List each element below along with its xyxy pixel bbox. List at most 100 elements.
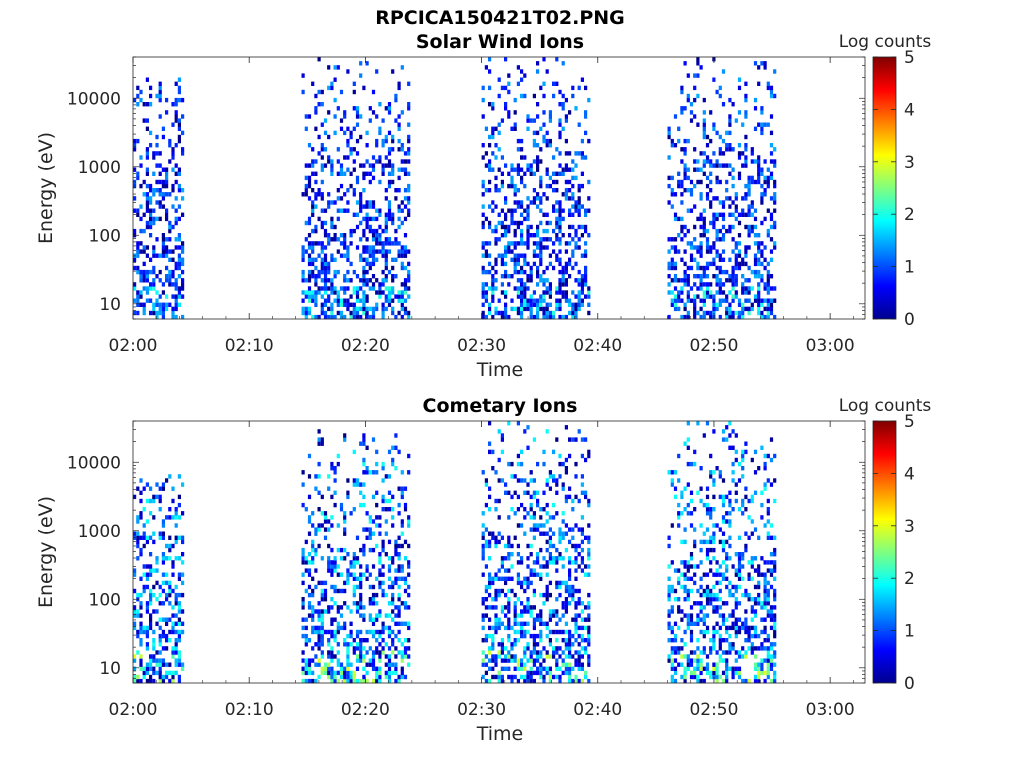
spectrogram-cell [488,592,492,598]
spectrogram-cell [307,298,312,303]
spectrogram-cell [670,138,674,144]
spectrogram-cell [580,474,584,479]
spectrogram-cell [177,118,181,123]
spectrogram-cell [526,543,530,549]
spectrogram-cell [766,298,770,303]
spectrogram-cell [773,298,777,303]
spectrogram-cell [481,662,485,667]
spectrogram-cell [375,617,379,622]
spectrogram-cell [574,310,578,316]
spectrogram-cell [391,171,395,176]
spectrogram-cell [558,151,562,156]
spectrogram-cell [174,523,178,528]
spectrogram-cell [330,621,334,626]
spectrogram-cell [750,306,754,312]
spectrogram-cell [718,642,722,647]
spectrogram-cell [689,621,694,626]
spectrogram-cell [384,662,388,667]
spectrogram-cell [696,421,700,426]
spectrogram-cell [757,670,761,676]
spectrogram-cell [407,159,411,164]
plot-frame [132,420,866,684]
spectrogram-cell [387,662,392,667]
spectrogram-cell [491,208,495,213]
spectrogram-cell [510,212,514,217]
spectrogram-cell [587,138,591,144]
spectrogram-cell [391,597,395,602]
spectrogram-cell [760,200,764,205]
spectrogram-cell [542,269,546,275]
spectrogram-cell [539,294,543,299]
spectrogram-cell [529,678,533,684]
spectrogram-cell [753,253,758,258]
spectrogram-cell [728,556,732,561]
spectrogram-cell [400,282,404,287]
spectrogram-cell [760,666,764,671]
spectrogram-cell [705,245,710,250]
spectrogram-cell [766,122,770,127]
spectrogram-cell [542,122,546,127]
spectrogram-cell [497,253,501,258]
spectrogram-cell [574,678,578,684]
spectrogram-cell [728,204,732,209]
spectrogram-cell [737,85,742,91]
spectrogram-cell [320,102,324,107]
spectrogram-cell [158,633,162,639]
spectrogram-cell [381,478,385,483]
spectrogram-cell [359,564,363,569]
spectrogram-cell [539,650,543,655]
spectrogram-cell [362,658,366,663]
spectrogram-cell [686,167,690,172]
spectrogram-cell [744,196,748,201]
spectrogram-cell [158,151,162,156]
spectrogram-cell [715,89,719,95]
spectrogram-cell [301,470,305,475]
spectrogram-cell [667,290,671,295]
spectrogram-cell [750,200,754,205]
spectrogram-cell [718,638,722,643]
spectrogram-cell [384,220,388,226]
spectrogram-cell [712,507,716,512]
spectrogram-cell [712,625,716,631]
spectrogram-cell [571,498,575,504]
x-tick-label: 02:50 [689,336,738,356]
spectrogram-cell [705,183,710,189]
spectrogram-cell [529,580,533,586]
spectrogram-cell [571,527,575,532]
spectrogram-cell [516,163,520,168]
spectrogram-cell [177,138,181,144]
spectrogram-cell [484,543,488,549]
spectrogram-cell [523,286,527,291]
spectrogram-cell [394,539,398,545]
spectrogram-cell [561,126,565,131]
spectrogram-cell [158,678,162,684]
spectrogram-cell [171,515,175,520]
spectrogram-cell [155,670,159,676]
spectrogram-cell [400,543,404,549]
spectrogram-cell [705,597,710,602]
spectrogram-cell [168,278,172,283]
spectrogram-cell [686,294,690,299]
spectrogram-cell [349,302,353,307]
spectrogram-cell [339,196,344,201]
spectrogram-cell [394,274,398,279]
spectrogram-cell [705,601,710,606]
spectrogram-cell [359,601,363,606]
spectrogram-cell [680,110,684,115]
spectrogram-cell [161,282,165,287]
spectrogram-cell [359,658,363,663]
spectrogram-cell [558,527,562,532]
spectrogram-cell [718,588,722,594]
spectrogram-cell [391,274,395,279]
spectrogram-cell [539,638,543,643]
spectrogram-cell [304,556,308,561]
spectrogram-cell [548,110,552,115]
spectrogram-cell [737,478,742,483]
spectrogram-cell [757,674,761,680]
spectrogram-cell [133,282,137,287]
spectrogram-cell [689,617,694,622]
spectrogram-cell [702,159,706,164]
spectrogram-cell [359,441,363,446]
spectrogram-cell [725,666,729,671]
spectrogram-cell [484,126,488,131]
